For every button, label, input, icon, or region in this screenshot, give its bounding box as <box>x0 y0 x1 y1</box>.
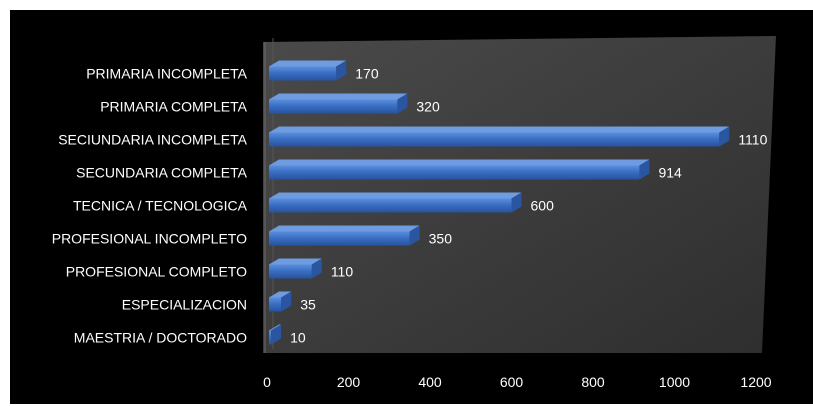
data-label: 10 <box>290 330 306 346</box>
bar-top <box>269 324 282 331</box>
bar <box>269 132 720 147</box>
x-tick-label: 1000 <box>659 374 690 390</box>
category-label: SECIUNDARIA INCOMPLETA <box>58 132 247 148</box>
bar <box>269 99 398 114</box>
bar-end <box>336 60 347 81</box>
chart-frame: PRIMARIA INCOMPLETA 170 PRIMARIA COMPLETA 3… <box>10 10 813 404</box>
bar <box>269 165 640 180</box>
bar-top <box>269 225 420 232</box>
x-tick-label: 800 <box>581 374 605 390</box>
bar-chart: PRIMARIA INCOMPLETA 170 PRIMARIA COMPLETA 3… <box>52 36 776 390</box>
bar <box>269 297 282 312</box>
bar <box>269 264 312 279</box>
bar <box>269 198 512 213</box>
bar-top <box>269 159 650 166</box>
category-label: PRIMARIA COMPLETA <box>100 99 247 115</box>
category-label: PROFESIONAL COMPLETO <box>66 264 247 280</box>
bar-end <box>271 324 282 345</box>
bar-top <box>269 258 322 265</box>
bar-end <box>397 93 408 114</box>
category-label: PROFESIONAL INCOMPLETO <box>52 231 247 247</box>
bar-end <box>281 291 292 312</box>
bar <box>269 231 410 246</box>
data-label: 1110 <box>738 132 767 148</box>
data-label: 350 <box>429 231 453 247</box>
category-label: PRIMARIA INCOMPLETA <box>86 66 247 82</box>
bar-end <box>719 126 730 147</box>
data-label: 600 <box>531 198 555 214</box>
bar-top <box>269 192 522 199</box>
data-label: 170 <box>355 66 379 82</box>
data-label: 35 <box>300 297 316 313</box>
bar-top <box>269 93 408 100</box>
x-tick-label: 200 <box>337 374 361 390</box>
bar <box>269 66 337 81</box>
category-label: TECNICA / TECNOLOGICA <box>73 198 248 214</box>
data-label: 320 <box>416 99 440 115</box>
x-tick-label: 600 <box>500 374 524 390</box>
category-label: ESPECIALIZACION <box>122 297 247 313</box>
category-label: SECUNDARIA COMPLETA <box>76 165 248 181</box>
bar-top <box>269 60 347 67</box>
x-tick-label: 0 <box>263 374 271 390</box>
bar-top <box>269 126 730 133</box>
category-label: MAESTRIA / DOCTORADO <box>74 330 247 346</box>
bar-end <box>409 225 420 246</box>
bar <box>269 330 272 345</box>
bar-end <box>511 192 522 213</box>
data-label: 914 <box>658 165 682 181</box>
x-tick-label: 400 <box>418 374 442 390</box>
x-tick-label: 1200 <box>740 374 771 390</box>
bar-end <box>639 159 650 180</box>
bar-top <box>269 291 292 298</box>
bar-end <box>311 258 322 279</box>
data-label: 110 <box>331 264 354 280</box>
